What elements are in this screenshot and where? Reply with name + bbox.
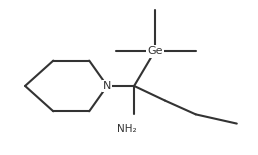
Text: NH₂: NH₂ xyxy=(117,124,136,134)
Text: N: N xyxy=(103,81,111,91)
Text: Ge: Ge xyxy=(147,46,163,56)
